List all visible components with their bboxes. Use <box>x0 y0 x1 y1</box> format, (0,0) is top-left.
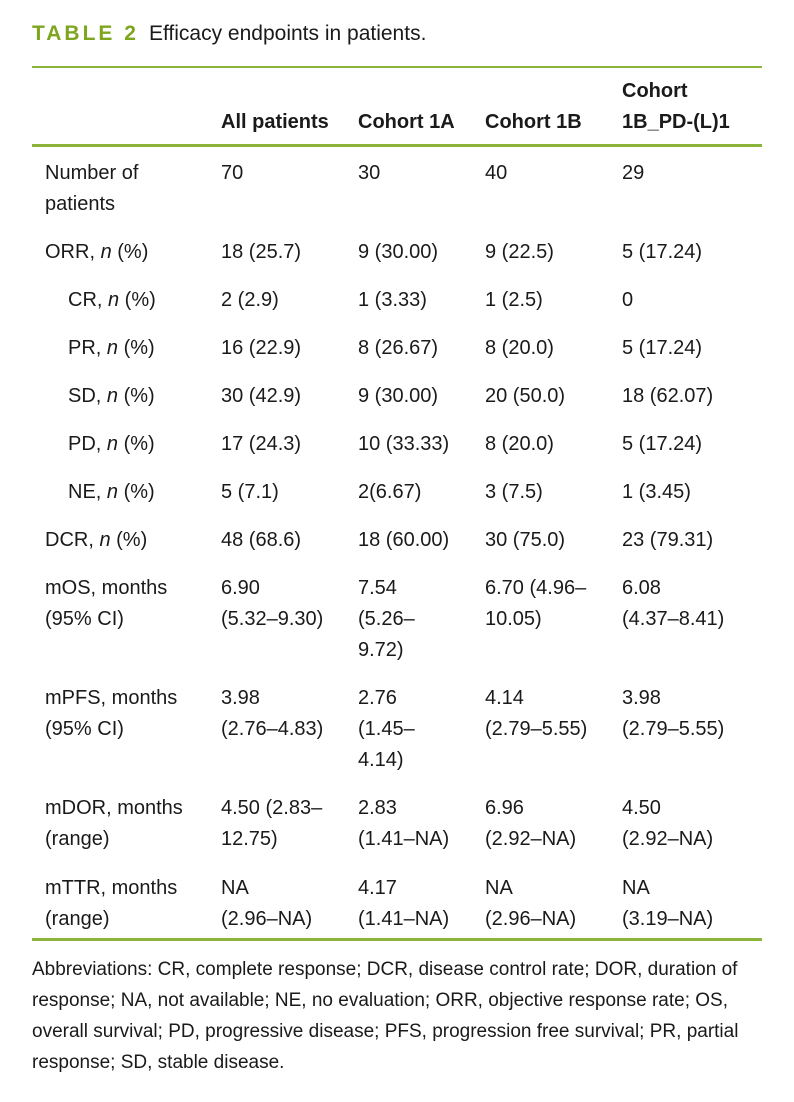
table-footnote: Abbreviations: CR, complete response; DC… <box>32 959 739 1073</box>
table-row: mPFS, months (95% CI) 3.98 (2.76–4.83) 2.7… <box>32 683 762 793</box>
row-label: mDOR, months (range) <box>45 797 183 850</box>
table-body: Number of patients 70 30 40 29 ORR, n (%) 18 (… <box>32 144 762 953</box>
table-cell: 3 (7.5) <box>485 481 543 503</box>
table-cell: 10 (33.33) <box>358 433 450 455</box>
table-cell: 1 (2.5) <box>485 289 543 311</box>
table-cell: 3.98 (2.76–4.83) <box>221 687 324 740</box>
table-row: mOS, months (95% CI) 6.90 (5.32–9.30) 7.54… <box>32 573 762 683</box>
table-cell: 2.76 (1.45– 4.14) <box>358 687 415 771</box>
table-cell: 4.50 (2.83– 12.75) <box>221 797 323 850</box>
row-label: CR, n (%) <box>68 289 156 311</box>
table-cell: 29 <box>622 162 645 184</box>
table-cell: 8 (20.0) <box>485 337 554 359</box>
table-cell: 16 (22.9) <box>221 337 302 359</box>
table-row: PD, n (%) 17 (24.3) 10 (33.33) 8 (20.0) 5 (1… <box>32 429 762 477</box>
table-cell: 4.50 (2.92–NA) <box>622 797 714 850</box>
table-cell: 6.08 (4.37–8.41) <box>622 577 725 630</box>
table-cell: 0 <box>622 289 634 311</box>
table-cell: 9 (30.00) <box>358 241 439 263</box>
column-header-cohort-1b-pd-l1: Cohort 1B_PD-(L)1 <box>622 80 730 133</box>
table-cell: 30 (75.0) <box>485 529 566 551</box>
table-cell: 1 (3.45) <box>622 481 691 503</box>
column-header-cohort-1a: Cohort 1A <box>358 111 455 133</box>
table-row: CR, n (%) 2 (2.9) 1 (3.33) 1 (2.5) 0 <box>32 285 762 333</box>
table-title: Efficacy endpoints in patients. <box>148 22 427 45</box>
table-cell: 6.70 (4.96– 10.05) <box>485 577 587 630</box>
row-label: NE, n (%) <box>68 481 155 503</box>
table-cell: 30 <box>358 162 381 184</box>
table-row: DCR, n (%) 48 (68.6) 18 (60.00) 30 (75.0) 23… <box>32 525 762 573</box>
table-row: NE, n (%) 5 (7.1) 2(6.67) 3 (7.5) 1 (3.45) <box>32 477 762 525</box>
table-row: ORR, n (%) 18 (25.7) 9 (30.00) 9 (22.5) 5 (1… <box>32 237 762 285</box>
table-row: PR, n (%) 16 (22.9) 8 (26.67) 8 (20.0) 5 (17… <box>32 333 762 381</box>
table-cell: 8 (26.67) <box>358 337 439 359</box>
table-cell: 3.98 (2.79–5.55) <box>622 687 725 740</box>
table-cell: 4.17 (1.41–NA) <box>358 877 450 930</box>
table-cell: 18 (60.00) <box>358 529 450 551</box>
row-label: Number of patients <box>45 162 139 215</box>
row-label: SD, n (%) <box>68 385 155 407</box>
table-caption: TABLE 2 Efficacy endpoints in patients. <box>32 22 426 46</box>
row-label: PR, n (%) <box>68 337 155 359</box>
table-cell: NA (2.96–NA) <box>485 877 577 930</box>
table-cell: 17 (24.3) <box>221 433 302 455</box>
row-label: mPFS, months (95% CI) <box>45 687 178 740</box>
table-cell: 9 (22.5) <box>485 241 554 263</box>
table-row: mDOR, months (range) 4.50 (2.83– 12.75) 2.… <box>32 793 762 873</box>
table-cell: 40 <box>485 162 508 184</box>
table-header: All patients Cohort 1A Cohort 1B Cohort … <box>32 72 762 144</box>
table-row: mTTR, months (range) NA (2.96–NA) 4.17 (1.… <box>32 873 762 953</box>
table-cell: 18 (25.7) <box>221 241 302 263</box>
bottom-rule <box>32 938 762 941</box>
table-cell: 9 (30.00) <box>358 385 439 407</box>
table-cell: 18 (62.07) <box>622 385 714 407</box>
table-row: Number of patients 70 30 40 29 <box>32 158 762 237</box>
row-label: ORR, n (%) <box>45 241 149 263</box>
table-cell: 30 (42.9) <box>221 385 302 407</box>
table-cell: NA (2.96–NA) <box>221 877 313 930</box>
table-cell: 5 (17.24) <box>622 433 703 455</box>
table-cell: 1 (3.33) <box>358 289 427 311</box>
efficacy-table: All patients Cohort 1A Cohort 1B Cohort … <box>32 72 762 953</box>
table-cell: NA (3.19–NA) <box>622 877 714 930</box>
table-cell: 5 (17.24) <box>622 337 703 359</box>
row-label: mOS, months (95% CI) <box>45 577 168 630</box>
header-rule <box>32 144 762 147</box>
table-cell: 20 (50.0) <box>485 385 566 407</box>
row-label: mTTR, months (range) <box>45 877 178 930</box>
column-header-cohort-1b: Cohort 1B <box>485 111 582 133</box>
row-label: PD, n (%) <box>68 433 155 455</box>
table-cell: 23 (79.31) <box>622 529 714 551</box>
table-cell: 6.90 (5.32–9.30) <box>221 577 324 630</box>
table-cell: 2.83 (1.41–NA) <box>358 797 450 850</box>
table-cell: 5 (17.24) <box>622 241 703 263</box>
top-rule <box>32 66 762 68</box>
table-cell: 5 (7.1) <box>221 481 279 503</box>
table-cell: 70 <box>221 162 244 184</box>
table-cell: 8 (20.0) <box>485 433 554 455</box>
table-row: SD, n (%) 30 (42.9) 9 (30.00) 20 (50.0) 18 (… <box>32 381 762 429</box>
table-cell: 2 (2.9) <box>221 289 279 311</box>
row-label: DCR, n (%) <box>45 529 148 551</box>
table-cell: 7.54 (5.26– 9.72) <box>358 577 415 661</box>
table-cell: 6.96 (2.92–NA) <box>485 797 577 850</box>
table-label: TABLE 2 <box>32 22 139 45</box>
table-cell: 2(6.67) <box>358 481 422 503</box>
table-cell: 4.14 (2.79–5.55) <box>485 687 588 740</box>
table-cell: 48 (68.6) <box>221 529 302 551</box>
column-header-all-patients: All patients <box>221 111 329 133</box>
